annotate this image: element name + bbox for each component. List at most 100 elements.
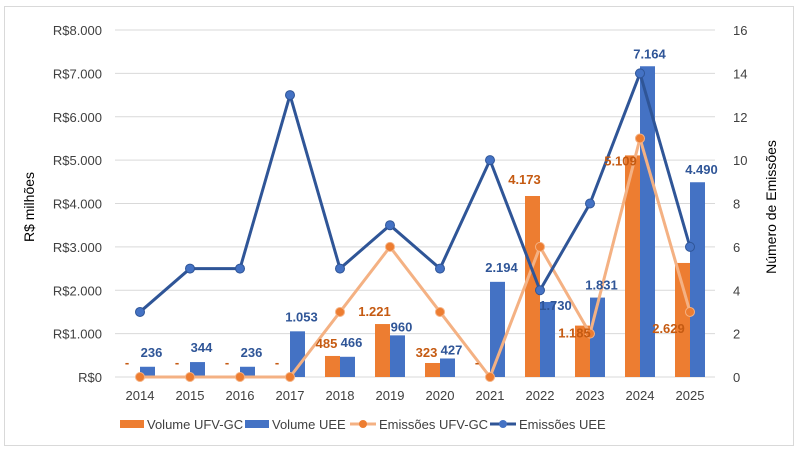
data-label-volume-ufv-gc: 485 — [316, 336, 338, 351]
data-label-volume-ufv-gc: 323 — [416, 345, 438, 360]
x-tick-label: 2015 — [176, 388, 205, 403]
data-labels: - - - - 485 1.221 323 - 4.173 1.185 5.109 2.629 236 3… — [125, 46, 718, 370]
data-label-volume-ufv-gc: 1.185 — [558, 326, 591, 341]
point-emissoes-ufv-gc — [685, 306, 695, 317]
y-tick-label: R$6.000 — [53, 110, 102, 125]
point-emissoes-ufv-gc — [285, 372, 295, 382]
bar-volume-uee — [440, 358, 455, 377]
legend-label: Emissões UEE — [519, 417, 606, 432]
point-emissoes-ufv-gc — [335, 306, 345, 317]
data-label-volume-uee: 344 — [191, 340, 213, 355]
x-tick-label: 2018 — [326, 388, 355, 403]
data-label-volume-ufv-gc: - — [125, 355, 129, 370]
point-emissoes-uee — [685, 241, 695, 252]
point-emissoes-ufv-gc — [135, 372, 145, 382]
bar-volume-uee — [140, 366, 155, 377]
bar-volume-uee — [490, 281, 505, 377]
y2-axis-title: Número de Emissões — [763, 140, 779, 274]
point-emissoes-ufv-gc — [235, 372, 245, 382]
y-tick-label: R$0 — [78, 370, 102, 385]
legend-item: Volume UEE — [245, 417, 346, 432]
legend-swatch — [245, 420, 269, 428]
y2-tick-label: 14 — [733, 66, 747, 81]
x-tick-label: 2023 — [576, 388, 605, 403]
bar-volume-ufv-gc — [625, 155, 640, 377]
y2-tick-label: 12 — [733, 110, 747, 125]
bar-volume-uee — [540, 301, 555, 377]
legend: Volume UFV-GC Volume UEE Emissões UFV-GC Em… — [120, 417, 606, 432]
data-label-volume-uee: 1.831 — [585, 278, 618, 293]
data-label-volume-ufv-gc: 5.109 — [604, 153, 637, 168]
line-emissoes-ufv-gc — [140, 136, 692, 379]
data-label-volume-ufv-gc: 2.629 — [652, 321, 685, 336]
x-tick-label: 2017 — [276, 388, 305, 403]
bar-volume-uee — [390, 335, 405, 377]
data-label-volume-uee: 2.194 — [485, 260, 518, 275]
legend-label: Volume UEE — [272, 417, 346, 432]
y2-tick-label: 0 — [733, 370, 740, 385]
bar-volume-uee — [690, 182, 705, 377]
y2-tick-label: 4 — [733, 283, 740, 298]
data-label-volume-uee: 236 — [241, 345, 263, 360]
y2-tick-label: 8 — [733, 197, 740, 212]
x-tick-label: 2022 — [526, 388, 555, 403]
y-tick-label: R$5.000 — [53, 153, 102, 168]
x-tick-label: 2020 — [426, 388, 455, 403]
y-tick-label: R$1.000 — [53, 327, 102, 342]
x-tick-label: 2024 — [626, 388, 655, 403]
y-tick-label: R$3.000 — [53, 240, 102, 255]
data-label-volume-ufv-gc: - — [175, 355, 179, 370]
point-emissoes-uee — [635, 68, 645, 79]
y-tick-label: R$4.000 — [53, 197, 102, 212]
bar-volume-ufv-gc — [325, 355, 340, 377]
bar-volume-uee — [340, 356, 355, 377]
data-label-volume-uee: 4.490 — [685, 162, 718, 177]
data-label-volume-uee: 960 — [391, 319, 413, 334]
point-emissoes-uee — [335, 263, 345, 274]
y-tick-label: R$8.000 — [53, 23, 102, 38]
bar-volume-uee — [290, 331, 305, 377]
data-label-volume-ufv-gc: 4.173 — [508, 172, 541, 187]
point-emissoes-ufv-gc — [435, 306, 445, 317]
y-tick-label: R$7.000 — [53, 66, 102, 81]
legend-label: Volume UFV-GC — [147, 417, 243, 432]
bar-volume-uee — [640, 66, 655, 377]
data-label-volume-uee: 427 — [441, 342, 463, 357]
point-emissoes-uee — [185, 263, 195, 274]
point-emissoes-ufv-gc — [535, 241, 545, 252]
point-emissoes-uee — [285, 90, 295, 101]
legend-marker — [499, 420, 507, 428]
data-label-volume-uee: 1.053 — [285, 309, 318, 324]
bar-volume-ufv-gc — [425, 362, 440, 377]
legend-item: Volume UFV-GC — [120, 417, 243, 432]
point-emissoes-uee — [235, 263, 245, 274]
x-tick-label: 2025 — [676, 388, 705, 403]
bar-volume-ufv-gc — [575, 325, 590, 377]
bar-volume-ufv-gc — [375, 324, 390, 377]
y2-tick-label: 6 — [733, 240, 740, 255]
point-emissoes-ufv-gc — [485, 372, 495, 382]
y-axis-right-ticks: 0 2 4 6 8 10 12 14 16 — [733, 23, 747, 385]
data-label-volume-ufv-gc: - — [225, 355, 229, 370]
y-axis-title: R$ milhões — [21, 172, 37, 242]
bar-volume-ufv-gc — [525, 195, 540, 377]
data-label-volume-ufv-gc: - — [475, 355, 479, 370]
bar-volume-uee — [240, 366, 255, 377]
bar-volume-ufv-gc — [675, 262, 690, 377]
point-emissoes-uee — [585, 198, 595, 209]
x-tick-label: 2016 — [226, 388, 255, 403]
point-emissoes-ufv-gc — [385, 241, 395, 252]
point-emissoes-uee — [135, 306, 145, 317]
bars — [140, 66, 705, 377]
data-label-volume-ufv-gc: 1.221 — [358, 304, 391, 319]
x-axis-ticks: 2014 2015 2016 2017 2018 2019 2020 2021 2022 2023… — [126, 388, 705, 403]
point-emissoes-ufv-gc — [585, 328, 595, 339]
y-tick-label: R$2.000 — [53, 283, 102, 298]
legend-marker — [359, 420, 367, 428]
y2-tick-label: 2 — [733, 327, 740, 342]
y2-tick-label: 10 — [733, 153, 747, 168]
data-label-volume-uee: 7.164 — [633, 46, 666, 61]
legend-item: Emissões UEE — [490, 417, 606, 432]
data-label-volume-uee: 466 — [341, 335, 363, 350]
